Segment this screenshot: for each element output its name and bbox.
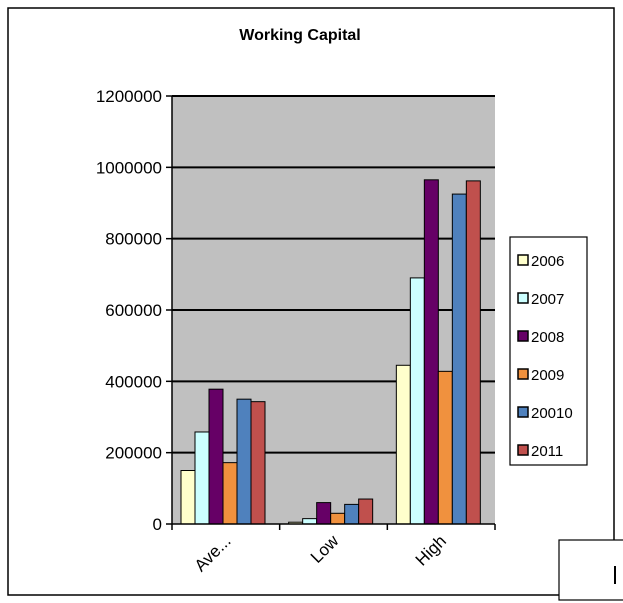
axes <box>166 95 496 530</box>
legend-swatch-2007 <box>517 292 529 304</box>
bar-2006-High <box>395 364 411 525</box>
bar-2011-Ave... <box>250 401 266 525</box>
bar-2007-Ave... <box>194 431 210 525</box>
bar-20010-Ave... <box>236 398 252 525</box>
legend-label-2011: 2011 <box>531 443 563 460</box>
gridlines <box>172 95 495 454</box>
bar-2009-Low <box>330 512 346 525</box>
y-tick-label: 600000 <box>105 301 162 320</box>
bar-2006-Ave... <box>180 470 196 525</box>
bar-2011-Low <box>358 498 374 525</box>
bar-2009-Ave... <box>222 462 238 525</box>
legend-swatch-2006 <box>517 254 529 266</box>
y-tick-label: 200000 <box>105 444 162 463</box>
legend-swatch-2008 <box>517 330 529 342</box>
bar-series <box>180 179 481 525</box>
chart-title: Working Capital <box>239 27 361 44</box>
bar-2007-Low <box>302 518 318 525</box>
legend-swatch-2009 <box>517 368 529 380</box>
bar-2008-Low <box>316 502 332 525</box>
legend-label-2006: 2006 <box>531 253 564 270</box>
bar-2011-High <box>465 180 481 525</box>
y-tick-label: 0 <box>153 515 162 534</box>
legend-label-2009: 2009 <box>531 367 564 384</box>
bar-2007-High <box>409 277 425 525</box>
legend-box <box>509 236 588 466</box>
bar-2008-High <box>423 179 439 525</box>
bar-2009-High <box>437 370 453 525</box>
bar-20010-High <box>451 193 467 525</box>
bar-2008-Ave... <box>208 388 224 525</box>
legend: 2006 2007 2008 2009 20010 2011 <box>509 236 588 466</box>
y-tick-label: 1000000 <box>96 158 162 177</box>
legend-swatch-2011 <box>517 444 529 456</box>
legend-label-20010: 20010 <box>531 405 573 422</box>
legend-label-2007: 2007 <box>531 291 564 308</box>
legend-label-2008: 2008 <box>531 329 564 346</box>
legend-swatch-20010 <box>517 406 529 418</box>
y-tick-label: 400000 <box>105 372 162 391</box>
partial-box <box>558 539 623 601</box>
y-tick-label: 1200000 <box>96 87 162 106</box>
y-axis-ticks: 0 200000 400000 600000 800000 1000000 1200000 <box>96 87 162 534</box>
bar-20010-Low <box>344 503 360 525</box>
y-tick-label: 800000 <box>105 230 162 249</box>
